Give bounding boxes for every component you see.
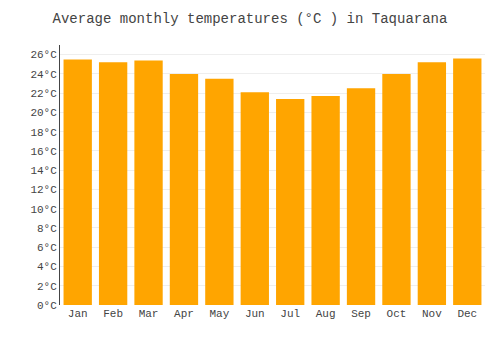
svg-text:Apr: Apr (174, 308, 194, 320)
svg-text:Dec: Dec (457, 308, 477, 320)
svg-text:14°C: 14°C (30, 165, 57, 177)
svg-text:6°C: 6°C (37, 242, 57, 254)
svg-text:Average monthly temperatures (: Average monthly temperatures (°C ) in Ta… (53, 11, 448, 27)
svg-text:12°C: 12°C (30, 184, 57, 196)
svg-text:Oct: Oct (387, 308, 407, 320)
svg-text:Nov: Nov (422, 308, 442, 320)
svg-text:2°C: 2°C (37, 281, 57, 293)
svg-text:0°C: 0°C (37, 300, 57, 312)
svg-text:8°C: 8°C (37, 223, 57, 235)
svg-text:Jan: Jan (68, 308, 88, 320)
svg-text:24°C: 24°C (30, 69, 57, 81)
svg-text:16°C: 16°C (30, 146, 57, 158)
svg-text:20°C: 20°C (30, 107, 57, 119)
svg-text:May: May (209, 308, 229, 320)
svg-text:Jul: Jul (280, 308, 300, 320)
svg-text:18°C: 18°C (30, 127, 57, 139)
svg-text:Mar: Mar (139, 308, 159, 320)
svg-text:4°C: 4°C (37, 261, 57, 273)
svg-text:10°C: 10°C (30, 204, 57, 216)
svg-text:22°C: 22°C (30, 88, 57, 100)
svg-text:Sep: Sep (351, 308, 371, 320)
svg-text:Jun: Jun (245, 308, 265, 320)
svg-text:Aug: Aug (316, 308, 336, 320)
svg-text:Feb: Feb (103, 308, 123, 320)
svg-text:26°C: 26°C (30, 49, 57, 61)
